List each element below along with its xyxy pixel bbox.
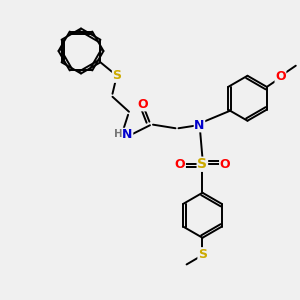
Text: N: N xyxy=(194,119,205,132)
Text: O: O xyxy=(220,158,230,171)
Text: O: O xyxy=(137,98,148,111)
Text: S: S xyxy=(112,69,122,82)
Text: S: S xyxy=(197,157,208,171)
Text: H: H xyxy=(114,129,123,139)
Text: O: O xyxy=(275,70,286,83)
Text: S: S xyxy=(198,248,207,261)
Text: O: O xyxy=(175,158,185,171)
Text: N: N xyxy=(122,128,133,141)
